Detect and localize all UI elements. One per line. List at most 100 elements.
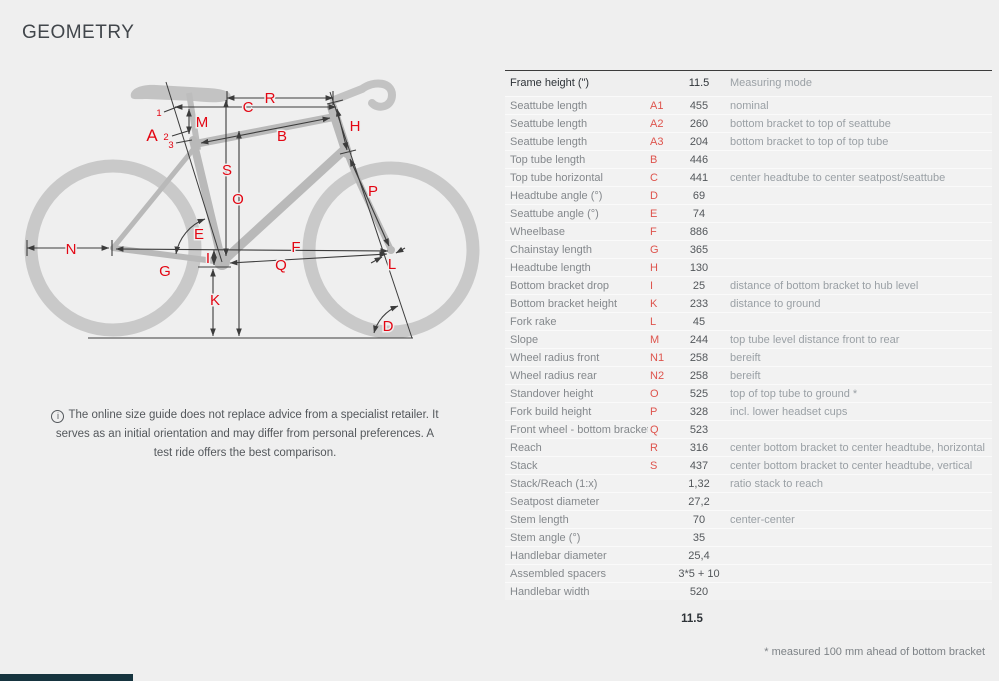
row-note bbox=[720, 151, 992, 169]
row-note bbox=[720, 529, 992, 547]
table-row: Headtube length H 130 bbox=[505, 258, 992, 277]
row-letter bbox=[648, 583, 678, 601]
table-row: Top tube length B 446 bbox=[505, 150, 992, 169]
row-note bbox=[720, 223, 992, 241]
row-label: Bottom bracket height bbox=[510, 297, 618, 310]
row-letter: F bbox=[650, 225, 657, 238]
table-row: Front wheel - bottom bracket Q 523 bbox=[505, 420, 992, 439]
row-letter: C bbox=[650, 171, 658, 184]
diagram-labels: RC M A 1 23 B H SO P E N G I FQ K L D bbox=[64, 89, 398, 337]
diagram-label-1: 1 bbox=[156, 108, 161, 119]
saddle bbox=[130, 84, 231, 103]
row-note: top of top tube to ground * bbox=[730, 387, 858, 400]
diagram-label-R: R bbox=[265, 90, 276, 107]
measurement-lines bbox=[26, 81, 413, 339]
row-value: 25 bbox=[692, 279, 706, 292]
row-value: 886 bbox=[689, 225, 709, 238]
row-letter bbox=[648, 529, 678, 547]
row-note bbox=[720, 241, 992, 259]
geometry-table-body: Seattube length A1 455 nominal Seattube … bbox=[505, 96, 992, 601]
table-row: Stem angle (°) 35 bbox=[505, 528, 992, 547]
row-note: incl. lower headset cups bbox=[730, 405, 848, 418]
table-row: Chainstay length G 365 bbox=[505, 240, 992, 259]
row-letter: I bbox=[650, 279, 654, 292]
row-label: Handlebar width bbox=[510, 585, 590, 598]
row-letter bbox=[648, 565, 678, 583]
row-note bbox=[720, 313, 992, 331]
row-label: Seattube length bbox=[510, 135, 588, 148]
row-label: Seattube length bbox=[510, 99, 588, 112]
row-note: bottom bracket to top of seattube bbox=[730, 117, 891, 130]
table-row: Handlebar diameter 25,4 bbox=[505, 546, 992, 565]
row-note bbox=[720, 187, 992, 205]
row-label: Assembled spacers bbox=[510, 567, 606, 580]
row-letter: E bbox=[650, 207, 658, 220]
row-label: Reach bbox=[510, 441, 542, 454]
row-note bbox=[720, 565, 992, 583]
row-value: 70 bbox=[692, 513, 706, 526]
diagram-label-C: C bbox=[243, 99, 254, 116]
diagram-label-I: I bbox=[206, 250, 210, 267]
row-value: 204 bbox=[689, 135, 709, 148]
diagram-label-B: B bbox=[277, 128, 287, 145]
row-label: Slope bbox=[510, 333, 539, 346]
row-label: Stack/Reach (1:x) bbox=[510, 477, 598, 490]
row-letter: L bbox=[650, 315, 657, 328]
row-label: Top tube length bbox=[510, 153, 586, 166]
row-letter bbox=[648, 511, 678, 529]
row-value: 25,4 bbox=[688, 549, 710, 562]
row-value: 258 bbox=[689, 351, 709, 364]
diagram-label-3: 3 bbox=[168, 140, 173, 151]
table-row: Stack/Reach (1:x) 1,32 ratio stack to re… bbox=[505, 474, 992, 493]
row-label: Standover height bbox=[510, 387, 594, 400]
row-letter: M bbox=[650, 333, 660, 346]
row-value: 258 bbox=[689, 369, 709, 382]
row-note: ratio stack to reach bbox=[730, 477, 823, 490]
table-row: Wheelbase F 886 bbox=[505, 222, 992, 241]
diagram-label-Q: Q bbox=[275, 257, 287, 274]
row-note bbox=[720, 547, 992, 565]
row-value: 441 bbox=[689, 171, 709, 184]
info-icon: i bbox=[51, 410, 65, 423]
row-value: 130 bbox=[689, 261, 709, 274]
row-value: 520 bbox=[689, 585, 709, 598]
row-value: 45 bbox=[692, 315, 706, 328]
row-label: Wheel radius front bbox=[510, 351, 600, 364]
row-letter bbox=[648, 493, 678, 511]
row-letter: N2 bbox=[650, 369, 665, 382]
diagram-label-S: S bbox=[222, 162, 232, 179]
diagram-label-A: A bbox=[146, 126, 158, 145]
table-row: Seattube length A3 204 bottom bracket to… bbox=[505, 132, 992, 151]
row-value: 35 bbox=[692, 531, 706, 544]
row-note: bereift bbox=[730, 351, 761, 364]
table-row: Handlebar width 520 bbox=[505, 582, 992, 601]
row-letter: G bbox=[650, 243, 659, 256]
row-note: center headtube to center seatpost/seatt… bbox=[730, 171, 946, 184]
row-value: 1,32 bbox=[688, 477, 710, 490]
table-row: Reach R 316 center bottom bracket to cen… bbox=[505, 438, 992, 457]
row-note: distance to ground bbox=[730, 297, 821, 310]
table-row: Seattube length A2 260 bottom bracket to… bbox=[505, 114, 992, 133]
row-value: 525 bbox=[689, 387, 709, 400]
row-note bbox=[720, 259, 992, 277]
diagram-label-D: D bbox=[383, 318, 394, 335]
header-frame-height-value: 11.5 bbox=[688, 77, 710, 89]
row-note bbox=[720, 493, 992, 511]
row-label: Wheel radius rear bbox=[510, 369, 597, 382]
table-row: Headtube angle (°) D 69 bbox=[505, 186, 992, 205]
row-value: 244 bbox=[689, 333, 709, 346]
row-value: 260 bbox=[689, 117, 709, 130]
row-label: Seattube length bbox=[510, 117, 588, 130]
row-note: bereift bbox=[730, 369, 761, 382]
row-label: Seatpost diameter bbox=[510, 495, 600, 508]
size-guide-disclaimer: i The online size guide does not replace … bbox=[28, 406, 462, 463]
row-note bbox=[720, 205, 992, 223]
row-value: 69 bbox=[692, 189, 706, 202]
row-label: Stem angle (°) bbox=[510, 531, 581, 544]
row-note: center bottom bracket to center headtube… bbox=[730, 441, 985, 454]
row-letter: A2 bbox=[650, 117, 664, 130]
row-label: Chainstay length bbox=[510, 243, 592, 256]
diagram-label-E: E bbox=[194, 226, 204, 243]
table-row: Seatpost diameter 27,2 bbox=[505, 492, 992, 511]
front-hub bbox=[387, 246, 395, 254]
